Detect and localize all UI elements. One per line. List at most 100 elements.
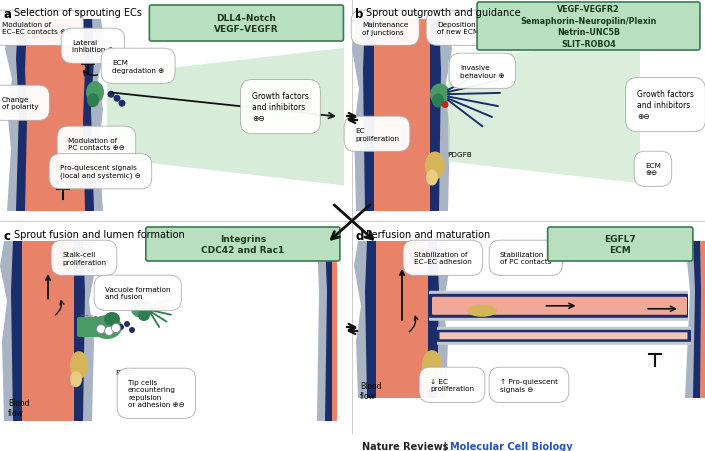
Text: ↑ Pro-quiescent
signals ⊖: ↑ Pro-quiescent signals ⊖: [500, 378, 558, 392]
Text: Sprout outgrowth and guidance: Sprout outgrowth and guidance: [366, 8, 520, 18]
FancyBboxPatch shape: [437, 327, 691, 345]
Ellipse shape: [138, 309, 150, 321]
Ellipse shape: [426, 170, 438, 186]
Ellipse shape: [638, 16, 668, 37]
Ellipse shape: [131, 300, 153, 318]
Text: PDGF: PDGF: [115, 369, 135, 375]
Ellipse shape: [430, 84, 450, 106]
Polygon shape: [317, 241, 337, 421]
Circle shape: [129, 327, 135, 333]
Text: Selection of sprouting ECs: Selection of sprouting ECs: [14, 8, 142, 18]
Ellipse shape: [423, 371, 435, 387]
Polygon shape: [11, 241, 85, 421]
Polygon shape: [448, 40, 640, 184]
Text: VEGF–VEGFR2
Semaphorin–Neuropilin/Plexin
Netrin–UNC5B
SLIT–ROBO4: VEGF–VEGFR2 Semaphorin–Neuropilin/Plexin…: [520, 5, 656, 49]
Polygon shape: [107, 49, 344, 186]
Text: Vacuole formation
and fusion: Vacuole formation and fusion: [105, 286, 171, 300]
Text: Growth factors
and inhibitors
⊕⊖: Growth factors and inhibitors ⊕⊖: [637, 90, 694, 121]
FancyBboxPatch shape: [149, 6, 343, 42]
Text: Modulation of
EC–EC contacts ⊕⊖: Modulation of EC–EC contacts ⊕⊖: [2, 22, 73, 36]
Polygon shape: [700, 241, 705, 398]
Polygon shape: [693, 241, 705, 398]
Text: ↓ EC
proliferation: ↓ EC proliferation: [430, 378, 474, 391]
FancyBboxPatch shape: [548, 227, 693, 262]
Text: Stabilization
of PC contacts: Stabilization of PC contacts: [500, 252, 551, 265]
Text: a: a: [3, 8, 11, 21]
Text: Nature Reviews: Nature Reviews: [362, 441, 448, 451]
FancyBboxPatch shape: [429, 294, 688, 318]
Ellipse shape: [87, 94, 99, 108]
Ellipse shape: [425, 152, 445, 180]
Polygon shape: [365, 241, 439, 398]
Ellipse shape: [467, 305, 497, 317]
Polygon shape: [376, 241, 428, 398]
Text: Blood
flow: Blood flow: [8, 398, 30, 418]
Text: Cells: Cells: [679, 22, 696, 28]
FancyBboxPatch shape: [77, 318, 106, 337]
FancyBboxPatch shape: [439, 332, 687, 340]
Text: Deposition
of new ECM: Deposition of new ECM: [437, 22, 479, 36]
Circle shape: [107, 92, 114, 98]
Text: Lateral
inhibition ⊖: Lateral inhibition ⊖: [72, 40, 114, 53]
Text: PDGFB: PDGFB: [447, 152, 472, 158]
Circle shape: [441, 102, 448, 109]
FancyBboxPatch shape: [432, 297, 687, 315]
Polygon shape: [22, 241, 74, 421]
Ellipse shape: [432, 94, 444, 108]
Ellipse shape: [422, 350, 442, 380]
Text: d: d: [355, 230, 363, 243]
Text: Perfusion and maturation: Perfusion and maturation: [366, 230, 490, 239]
Polygon shape: [5, 20, 105, 212]
Polygon shape: [352, 20, 452, 212]
Circle shape: [118, 324, 124, 330]
Circle shape: [97, 325, 106, 334]
Text: Stabilization of
EC–EC adhesion: Stabilization of EC–EC adhesion: [414, 252, 472, 265]
Text: Modulation of
PC contacts ⊕⊖: Modulation of PC contacts ⊕⊖: [68, 138, 125, 151]
FancyBboxPatch shape: [437, 330, 691, 342]
Text: Stalk-cell
proliferation: Stalk-cell proliferation: [62, 252, 106, 265]
Polygon shape: [374, 20, 430, 212]
Ellipse shape: [86, 82, 104, 104]
FancyBboxPatch shape: [429, 291, 688, 321]
Text: DLL4–Notch
VEGF–VEGFR: DLL4–Notch VEGF–VEGFR: [214, 14, 278, 34]
Text: Molecular Cell Biology: Molecular Cell Biology: [450, 441, 572, 451]
Polygon shape: [332, 241, 337, 421]
Text: Maintenance
of junctions: Maintenance of junctions: [362, 22, 408, 36]
Polygon shape: [354, 241, 450, 398]
Text: ⊕⊖: ⊕⊖: [671, 21, 682, 27]
Polygon shape: [325, 241, 337, 421]
Text: Integrins
CDC42 and Rac1: Integrins CDC42 and Rac1: [201, 234, 285, 255]
Text: Change
of polarity: Change of polarity: [2, 97, 39, 110]
Text: |: |: [440, 441, 450, 451]
Ellipse shape: [80, 166, 94, 184]
Ellipse shape: [92, 315, 122, 339]
Ellipse shape: [70, 371, 82, 387]
FancyBboxPatch shape: [477, 3, 700, 51]
Text: EC
proliferation: EC proliferation: [355, 128, 399, 141]
Text: Blood
flow: Blood flow: [360, 381, 381, 400]
Ellipse shape: [70, 351, 88, 379]
Circle shape: [114, 96, 121, 102]
Circle shape: [104, 327, 114, 336]
Circle shape: [118, 101, 125, 107]
Polygon shape: [685, 241, 705, 398]
Circle shape: [124, 321, 130, 327]
Text: Pro-quiescent signals
(local and systemic) ⊖: Pro-quiescent signals (local and systemi…: [60, 165, 141, 179]
Ellipse shape: [104, 312, 120, 326]
Text: Sprout fusion and lumen formation: Sprout fusion and lumen formation: [14, 230, 185, 239]
FancyBboxPatch shape: [146, 227, 340, 262]
Text: c: c: [3, 230, 10, 243]
Text: Tip cells
encountering
repulsion
or adhesion ⊕⊖: Tip cells encountering repulsion or adhe…: [128, 379, 185, 408]
Circle shape: [111, 324, 121, 333]
Polygon shape: [16, 20, 94, 212]
Polygon shape: [25, 20, 85, 212]
Ellipse shape: [80, 143, 102, 175]
Text: ECM
degradation ⊕: ECM degradation ⊕: [112, 60, 164, 74]
Text: ECM
⊕⊖: ECM ⊕⊖: [645, 163, 661, 176]
Polygon shape: [363, 20, 441, 212]
Ellipse shape: [639, 17, 667, 37]
Polygon shape: [0, 241, 96, 421]
Text: EGFL7
ECM: EGFL7 ECM: [604, 234, 636, 255]
Text: Growth factors
and inhibitors
⊕⊖: Growth factors and inhibitors ⊕⊖: [252, 92, 309, 123]
Text: b: b: [355, 8, 363, 21]
